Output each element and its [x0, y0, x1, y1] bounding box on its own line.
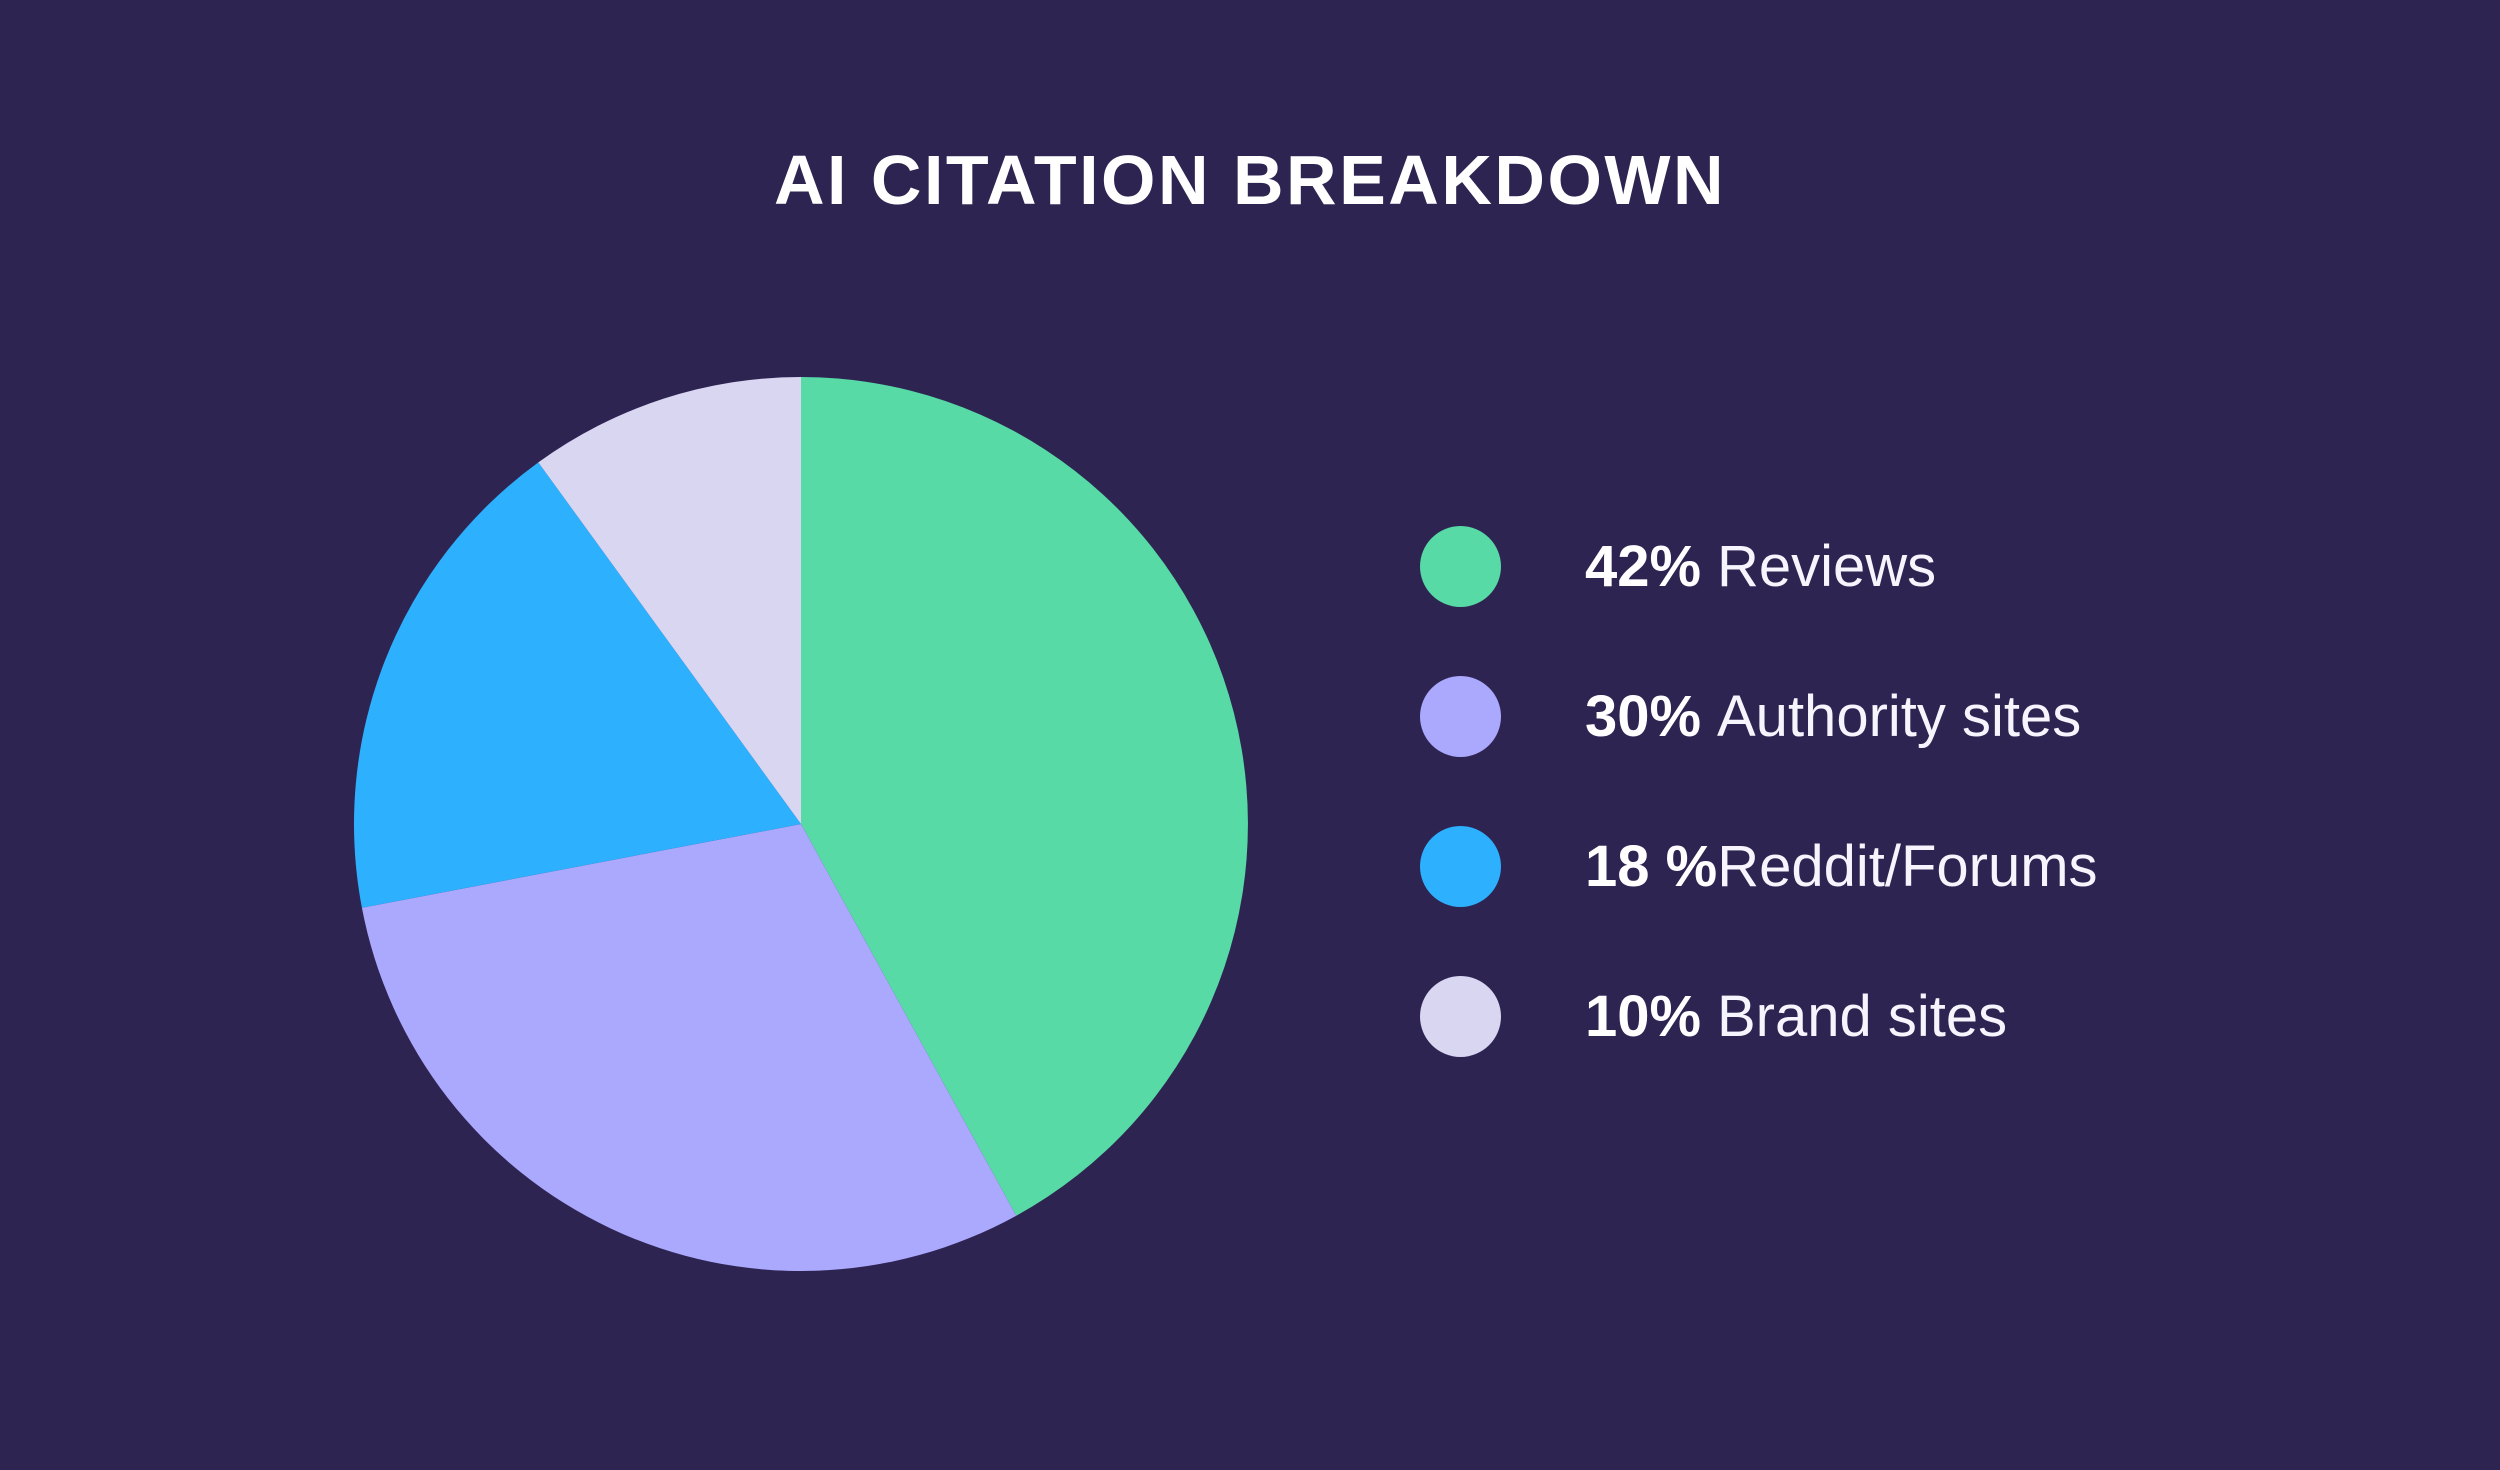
legend: 42% Reviews 30% Authority sites 18 % Reddit/F…: [1420, 526, 2098, 1057]
legend-label-brand-sites: Brand sites: [1717, 984, 2008, 1049]
pie-slice-authority-sites: [361, 824, 1017, 1271]
legend-swatch-reviews: [1420, 526, 1501, 607]
chart-title: AI CITATION BREAKDOWN: [773, 141, 1727, 219]
legend-swatch-authority-sites: [1420, 676, 1501, 757]
legend-value-reddit-forums: 18 %: [1585, 834, 1718, 899]
pie-slice-reviews: [801, 377, 1248, 1216]
pie-slice-reddit-forums: [353, 462, 801, 908]
legend-value-reviews: 42%: [1585, 534, 1702, 599]
legend-item-brand-sites: 10% Brand sites: [1420, 976, 2098, 1057]
legend-value-brand-sites: 10%: [1585, 984, 1702, 1049]
legend-label-reviews: Reviews: [1717, 534, 1937, 599]
legend-label-reddit-forums: Reddit/Forums: [1717, 834, 2098, 899]
pie-slice-brand-sites: [538, 377, 801, 824]
legend-label-authority-sites: Authority sites: [1717, 684, 2082, 749]
legend-value-authority-sites: 30%: [1585, 684, 1702, 749]
legend-item-reddit-forums: 18 % Reddit/Forums: [1420, 826, 2098, 907]
legend-swatch-brand-sites: [1420, 976, 1501, 1057]
legend-item-reviews: 42% Reviews: [1420, 526, 2098, 607]
legend-swatch-reddit-forums: [1420, 826, 1501, 907]
legend-item-authority-sites: 30% Authority sites: [1420, 676, 2098, 757]
